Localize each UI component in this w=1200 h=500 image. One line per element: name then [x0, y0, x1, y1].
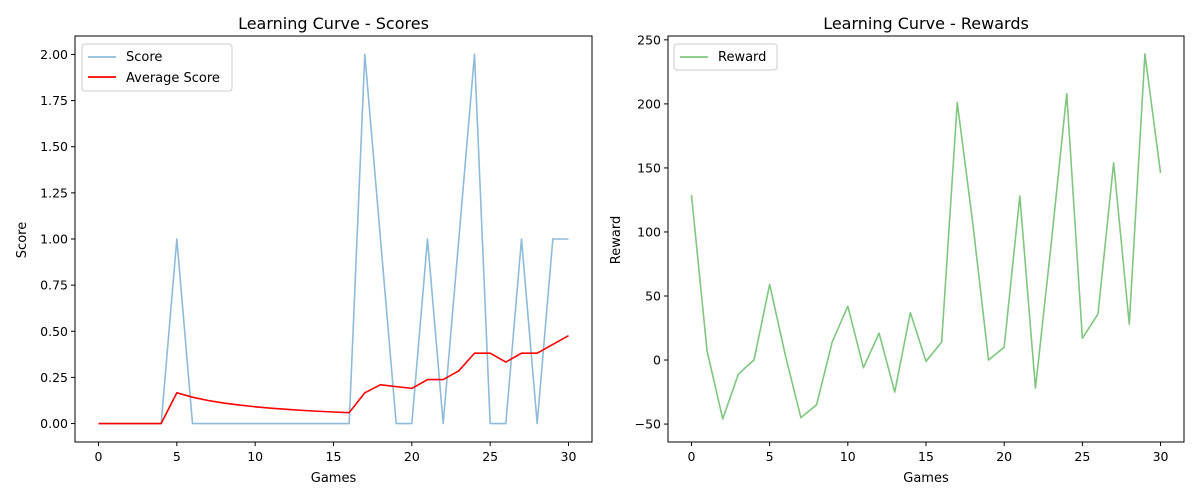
- legend: Score Average Score: [81, 43, 233, 92]
- y-tick-label: 2.00: [40, 47, 68, 62]
- x-tick-label: 5: [173, 449, 181, 464]
- legend-box: [81, 43, 233, 92]
- y-tick-label: 1.50: [40, 139, 68, 154]
- x-tick-label: 20: [996, 449, 1012, 464]
- legend-label-reward: Reward: [718, 50, 766, 65]
- x-tick-label: 15: [326, 449, 342, 464]
- legend-label-average-score: Average Score: [126, 71, 220, 86]
- y-tick-label: 1.25: [40, 185, 68, 200]
- y-tick-label: 0.75: [40, 278, 68, 293]
- x-tick-label: 10: [840, 449, 856, 464]
- series-line-average-score: [98, 334, 569, 425]
- legend: Reward: [673, 43, 778, 71]
- y-tick-label: 100: [637, 224, 661, 239]
- y-tick-label: −50: [635, 417, 661, 432]
- series-line-reward: [690, 53, 1162, 420]
- y-tick-label: 0.25: [40, 370, 68, 385]
- y-tick-label: 0.50: [40, 324, 68, 339]
- y-tick-label: 50: [645, 288, 661, 303]
- y-tick-label: 0: [653, 353, 661, 368]
- x-tick-label: 20: [404, 449, 420, 464]
- x-tick-label: 25: [1074, 449, 1090, 464]
- x-tick-label: 10: [247, 449, 263, 464]
- series-line-score: [98, 53, 569, 425]
- y-axis-label: Reward: [609, 216, 624, 264]
- x-axis-label: Games: [311, 471, 357, 486]
- chart-title: Learning Curve - Rewards: [823, 14, 1029, 33]
- y-tick-label: 250: [637, 32, 661, 47]
- chart-title: Learning Curve - Scores: [238, 14, 429, 33]
- y-axis-label: Score: [15, 222, 30, 258]
- rewards-chart: Learning Curve - Rewards 0 5 10 15 20 25 30 −50…: [609, 14, 1185, 486]
- y-tick-label: 1.75: [40, 93, 68, 108]
- y-tick-label: 1.00: [40, 232, 68, 247]
- x-tick-label: 25: [482, 449, 498, 464]
- x-tick-label: 0: [95, 449, 103, 464]
- legend-label-score: Score: [126, 50, 162, 65]
- x-tick-label: 0: [687, 449, 695, 464]
- x-tick-label: 5: [766, 449, 774, 464]
- y-tick-label: 0.00: [40, 416, 68, 431]
- x-tick-label: 30: [561, 449, 577, 464]
- x-tick-label: 30: [1153, 449, 1169, 464]
- legend-box: [673, 43, 778, 71]
- scores-chart: Learning Curve - Scores 0 5 10 15 20 25 30 0.00…: [15, 14, 593, 486]
- x-axis-label: Games: [903, 471, 949, 486]
- y-tick-label: 150: [637, 160, 661, 175]
- y-tick-label: 200: [637, 96, 661, 111]
- x-tick-label: 15: [918, 449, 934, 464]
